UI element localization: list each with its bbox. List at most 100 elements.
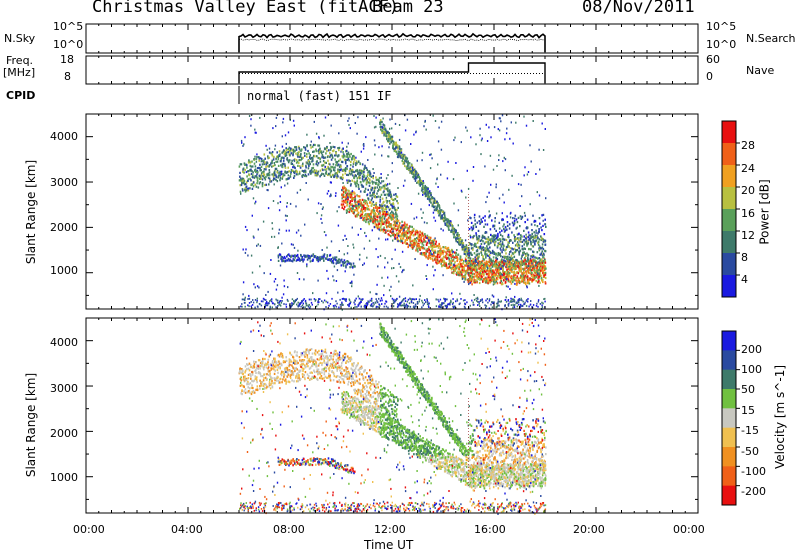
data-cell [511,279,513,281]
noise-cell [342,182,343,184]
data-cell [308,165,310,167]
data-cell [370,214,372,216]
data-cell [250,161,252,163]
data-cell [267,162,269,164]
data-cell [284,151,286,153]
ground-cell [422,302,423,304]
noise-cell [473,294,474,296]
noise-cell [328,278,329,280]
data-cell [506,239,508,241]
data-cell [333,167,335,169]
data-cell [476,269,478,271]
data-cell [471,278,473,280]
noise-cell [487,255,488,257]
noise-cell [425,120,426,122]
noise-cell [304,224,305,226]
ground-cell [252,304,253,306]
data-cell [398,220,400,222]
data-cell [371,181,373,183]
noise-cell [350,264,351,266]
noise-cell [296,232,297,234]
data-cell [358,186,360,188]
noise-cell [443,229,444,231]
data-cell [295,153,297,155]
data-cell [510,247,512,249]
data-cell [484,262,486,264]
data-cell [407,246,409,248]
data-cell [439,207,441,209]
data-cell [515,215,517,217]
noise-cell [287,215,288,217]
noise-cell [318,136,319,138]
data-cell [488,236,490,238]
noise-cell [543,220,544,222]
noise-cell [326,270,327,272]
noise-cell [510,212,511,214]
data-cell [259,178,261,180]
data-cell [470,272,472,274]
data-cell [537,258,539,260]
noise-cell [434,237,435,239]
data-cell [497,275,499,277]
noise-cell [542,123,543,125]
data-cell [273,158,275,160]
noise-cell [245,226,246,228]
data-cell [366,169,368,171]
data-cell [268,157,270,159]
data-cell [524,248,526,250]
data-cell [495,234,497,236]
data-cell [395,198,397,200]
data-cell [527,242,529,244]
noise-cell [494,221,495,223]
noise-cell [537,273,538,275]
noise-cell [392,230,393,232]
data-cell [372,177,374,179]
data-cell [375,214,377,216]
data-cell [305,170,307,172]
noise-cell [421,217,422,219]
data-cell [448,229,450,231]
data-cell [339,261,341,263]
data-cell [457,266,459,268]
data-cell [277,161,279,163]
noise-cell [426,222,427,224]
data-cell [534,234,536,236]
noise-cell [531,262,532,264]
data-cell [397,144,399,146]
data-cell [486,231,488,233]
noise-cell [294,247,295,249]
data-cell [356,205,358,207]
noise-cell [389,128,390,130]
noise-cell [252,272,253,274]
ground-cell [478,301,479,303]
data-cell [256,156,258,158]
noise-cell [503,259,504,261]
noise-cell [326,292,327,294]
noise-cell [256,153,257,155]
noise-cell [362,185,363,187]
data-cell [430,194,432,196]
noise-cell [340,169,341,171]
noise-cell [490,136,491,138]
data-cell [486,245,488,247]
noise-cell [295,205,296,207]
data-cell [484,253,486,255]
data-cell [317,173,319,175]
noise-cell [490,184,491,186]
noise-cell [427,264,428,266]
data-cell [526,238,528,240]
noise-cell [262,178,263,180]
data-cell [432,197,434,199]
data-cell [523,243,525,245]
data-cell [259,164,261,166]
data-cell [357,177,359,179]
data-cell [330,170,332,172]
data-cell [443,256,445,258]
data-cell [476,234,478,236]
noise-cell [527,174,528,176]
noise-cell [448,258,449,260]
data-cell [505,281,507,283]
data-cell [384,125,386,127]
data-cell [284,153,286,155]
